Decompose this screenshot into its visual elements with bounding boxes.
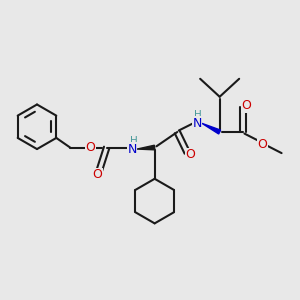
Polygon shape [202, 123, 220, 134]
Text: O: O [257, 138, 267, 151]
Text: N: N [128, 142, 137, 156]
Text: N: N [192, 117, 202, 130]
Polygon shape [137, 145, 155, 150]
Text: O: O [185, 148, 195, 161]
Text: O: O [242, 99, 251, 112]
Text: O: O [85, 141, 95, 154]
Text: O: O [92, 168, 102, 181]
Text: H: H [130, 136, 138, 146]
Text: H: H [194, 110, 202, 120]
